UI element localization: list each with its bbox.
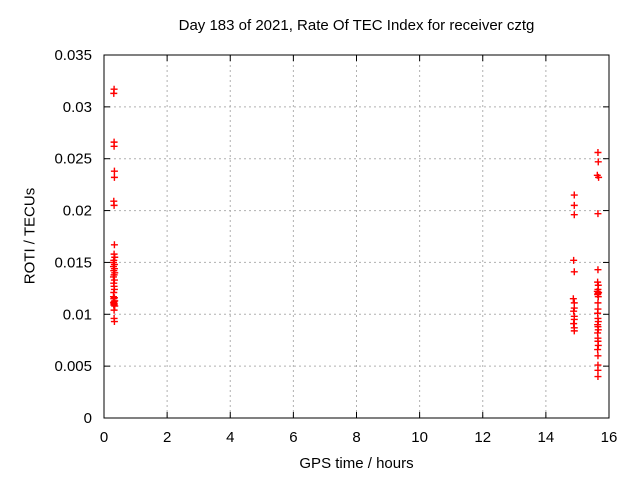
y-tick-label: 0.02 — [63, 203, 92, 220]
x-tick-label: 14 — [538, 429, 555, 446]
data-point-marker — [570, 191, 578, 199]
data-point-marker — [570, 211, 578, 219]
data-point-marker — [110, 306, 118, 314]
x-tick-label: 10 — [411, 429, 428, 446]
y-tick-label: 0.015 — [54, 254, 92, 271]
y-tick-label: 0.035 — [54, 47, 92, 64]
data-point-marker — [594, 266, 602, 274]
data-point-marker — [594, 373, 602, 381]
x-axis-title: GPS time / hours — [299, 455, 414, 472]
data-point-marker — [110, 142, 118, 150]
data-point-marker — [110, 167, 118, 175]
data-point-marker — [594, 210, 602, 218]
data-point-marker — [110, 89, 118, 97]
y-axis-title: ROTI / TECUs — [21, 187, 39, 285]
x-tick-label: 6 — [289, 429, 297, 446]
data-point-marker — [594, 366, 602, 374]
x-tick-label: 2 — [163, 429, 171, 446]
data-point-marker — [111, 253, 119, 261]
data-point-marker — [109, 273, 117, 281]
y-tick-label: 0.01 — [63, 306, 92, 323]
data-point-marker — [594, 293, 602, 301]
y-tick-label: 0 — [84, 410, 92, 427]
data-point-marker — [570, 256, 578, 264]
chart-title: Day 183 of 2021, Rate Of TEC Index for r… — [178, 17, 535, 34]
y-tick-label: 0.005 — [54, 358, 92, 375]
data-point-marker — [570, 268, 578, 276]
data-point-marker — [570, 327, 578, 335]
x-tick-label: 0 — [100, 429, 108, 446]
data-point-marker — [110, 173, 118, 181]
data-point-marker — [110, 241, 118, 249]
x-tick-label: 16 — [601, 429, 618, 446]
data-point-marker — [570, 201, 578, 209]
x-tick-label: 4 — [226, 429, 234, 446]
data-point-marker — [569, 295, 577, 303]
data-point-marker — [595, 173, 603, 181]
x-tick-label: 8 — [352, 429, 360, 446]
data-point-marker — [594, 299, 602, 307]
y-tick-label: 0.03 — [63, 99, 92, 116]
data-point-marker — [594, 346, 602, 354]
data-point-marker — [110, 201, 118, 209]
data-point-marker — [110, 318, 118, 326]
data-point-marker — [594, 158, 602, 166]
data-point-marker — [594, 148, 602, 156]
y-tick-label: 0.025 — [54, 151, 92, 168]
x-tick-label: 12 — [474, 429, 491, 446]
data-point-marker — [594, 352, 602, 360]
